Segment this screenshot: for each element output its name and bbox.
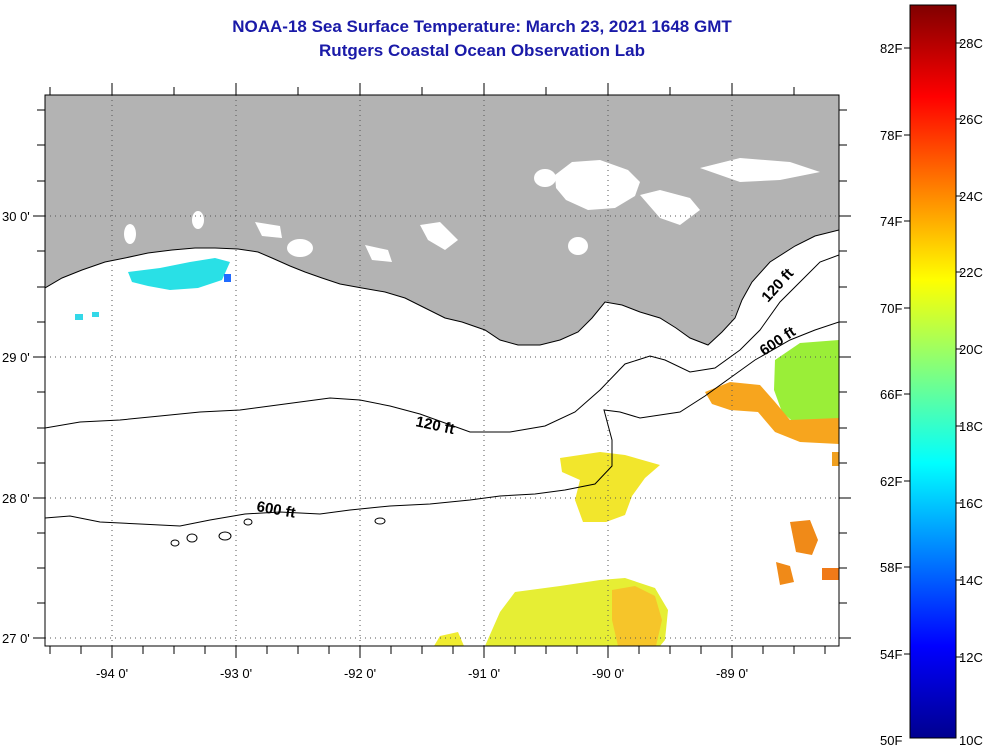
sst-patch-cyan-small: [75, 314, 83, 320]
sst-patch-orange-east: [705, 382, 839, 444]
sst-patch-orange-south: [612, 586, 662, 646]
contour-label-600ft-west: 600 ft: [255, 498, 297, 522]
sst-patch-orange-se2: [776, 562, 794, 585]
lat-label: 29 0': [2, 350, 30, 365]
map-border: [44, 94, 840, 647]
sst-patch-orange-edge2: [832, 452, 839, 466]
axis-ticks: [33, 83, 851, 658]
colorbar-label-f: 58F: [880, 560, 902, 575]
sst-patch-blue: [224, 274, 231, 282]
colorbar-label-c: 22C: [959, 265, 983, 280]
lon-label: -92 0': [344, 666, 376, 681]
seamount-contours: [170, 517, 386, 547]
chart-subtitle: Rutgers Coastal Ocean Observation Lab: [319, 41, 645, 60]
sst-data: [75, 258, 839, 646]
colorbar-label-c: 28C: [959, 36, 983, 51]
colorbar-label-c: 18C: [959, 419, 983, 434]
sst-patch-cyan-small: [92, 312, 99, 317]
colorbar-label-f: 62F: [880, 474, 902, 489]
lon-label: -91 0': [468, 666, 500, 681]
colorbar-label-c: 12C: [959, 650, 983, 665]
colorbar-label-c: 24C: [959, 189, 983, 204]
colorbar-label-c: 20C: [959, 342, 983, 357]
contour-600ft: [45, 321, 839, 527]
colorbar-label-c: 14C: [959, 573, 983, 588]
colorbar-label-f: 70F: [880, 301, 902, 316]
colorbar-label-f: 66F: [880, 387, 902, 402]
lat-label: 28 0': [2, 491, 30, 506]
colorbar-label-f: 54F: [880, 647, 902, 662]
sst-patch-cyan: [128, 258, 230, 290]
lat-label: 27 0': [2, 631, 30, 646]
lon-label: -93 0': [220, 666, 252, 681]
colorbar-label-c: 16C: [959, 496, 983, 511]
coastline: [45, 229, 839, 346]
lon-label: -94 0': [96, 666, 128, 681]
colorbar-label-f: 74F: [880, 214, 902, 229]
sst-patch-orange-se: [790, 520, 818, 555]
colorbar-label-f: 50F: [880, 733, 902, 748]
lat-label: 30 0': [2, 209, 30, 224]
colorbar-label-f: 78F: [880, 128, 902, 143]
colorbar-label-f: 82F: [880, 41, 902, 56]
land-mass: [45, 95, 839, 345]
map-content: 120 ft 120 ft 600 ft 600 ft: [45, 95, 839, 646]
sst-patch-yellow-mid: [560, 452, 660, 522]
sst-patch-yellow-sw: [434, 632, 464, 646]
colorbar-label-c: 10C: [959, 733, 983, 748]
lon-label: -89 0': [716, 666, 748, 681]
sst-patch-green: [774, 340, 839, 428]
colorbar-ticks: [904, 42, 962, 658]
sst-patch-orange-edge: [822, 568, 839, 580]
graticule: [45, 95, 839, 646]
chart-title: NOAA-18 Sea Surface Temperature: March 2…: [232, 17, 732, 36]
lon-label: -90 0': [592, 666, 624, 681]
colorbar-label-c: 26C: [959, 112, 983, 127]
contour-120ft: [45, 254, 839, 433]
colorbar: [909, 4, 957, 739]
